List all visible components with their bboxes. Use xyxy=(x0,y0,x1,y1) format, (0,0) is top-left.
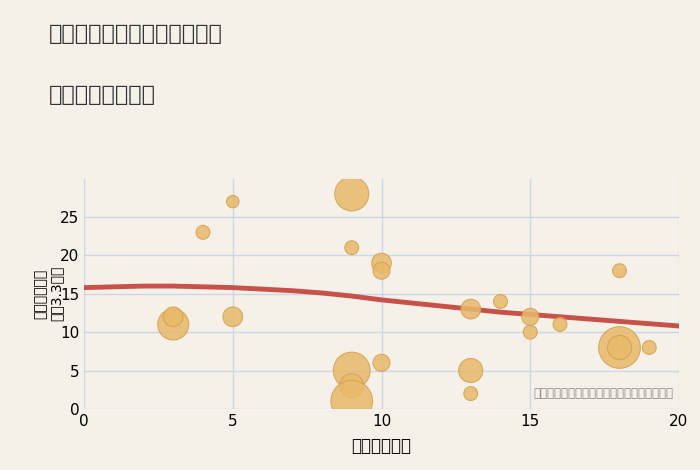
Text: 三重県四日市市みゆきヶ丘の: 三重県四日市市みゆきヶ丘の xyxy=(49,24,223,44)
Point xyxy=(614,267,625,274)
X-axis label: 駅距離（分）: 駅距離（分） xyxy=(351,437,412,455)
Point xyxy=(614,344,625,351)
Point xyxy=(227,313,238,321)
Point xyxy=(614,344,625,351)
Point xyxy=(525,329,536,336)
Text: 駅距離別土地価格: 駅距離別土地価格 xyxy=(49,85,156,105)
Point xyxy=(465,390,476,397)
Point xyxy=(346,244,357,251)
Point xyxy=(525,313,536,321)
Point xyxy=(168,321,179,328)
Point xyxy=(644,344,655,351)
Y-axis label: 単価（万円）
平（3.3㎡）: 単価（万円） 平（3.3㎡） xyxy=(34,266,64,321)
Point xyxy=(465,306,476,313)
Point xyxy=(495,298,506,305)
Point xyxy=(227,198,238,205)
Point xyxy=(346,382,357,390)
Point xyxy=(554,321,566,328)
Point xyxy=(376,359,387,367)
Point xyxy=(465,367,476,374)
Point xyxy=(376,259,387,267)
Point xyxy=(346,398,357,405)
Point xyxy=(346,367,357,374)
Point xyxy=(376,267,387,274)
Point xyxy=(197,228,209,236)
Point xyxy=(168,313,179,321)
Text: 円の大きさは、取引のあった物件面積を示す: 円の大きさは、取引のあった物件面積を示す xyxy=(533,387,673,400)
Point xyxy=(346,190,357,198)
